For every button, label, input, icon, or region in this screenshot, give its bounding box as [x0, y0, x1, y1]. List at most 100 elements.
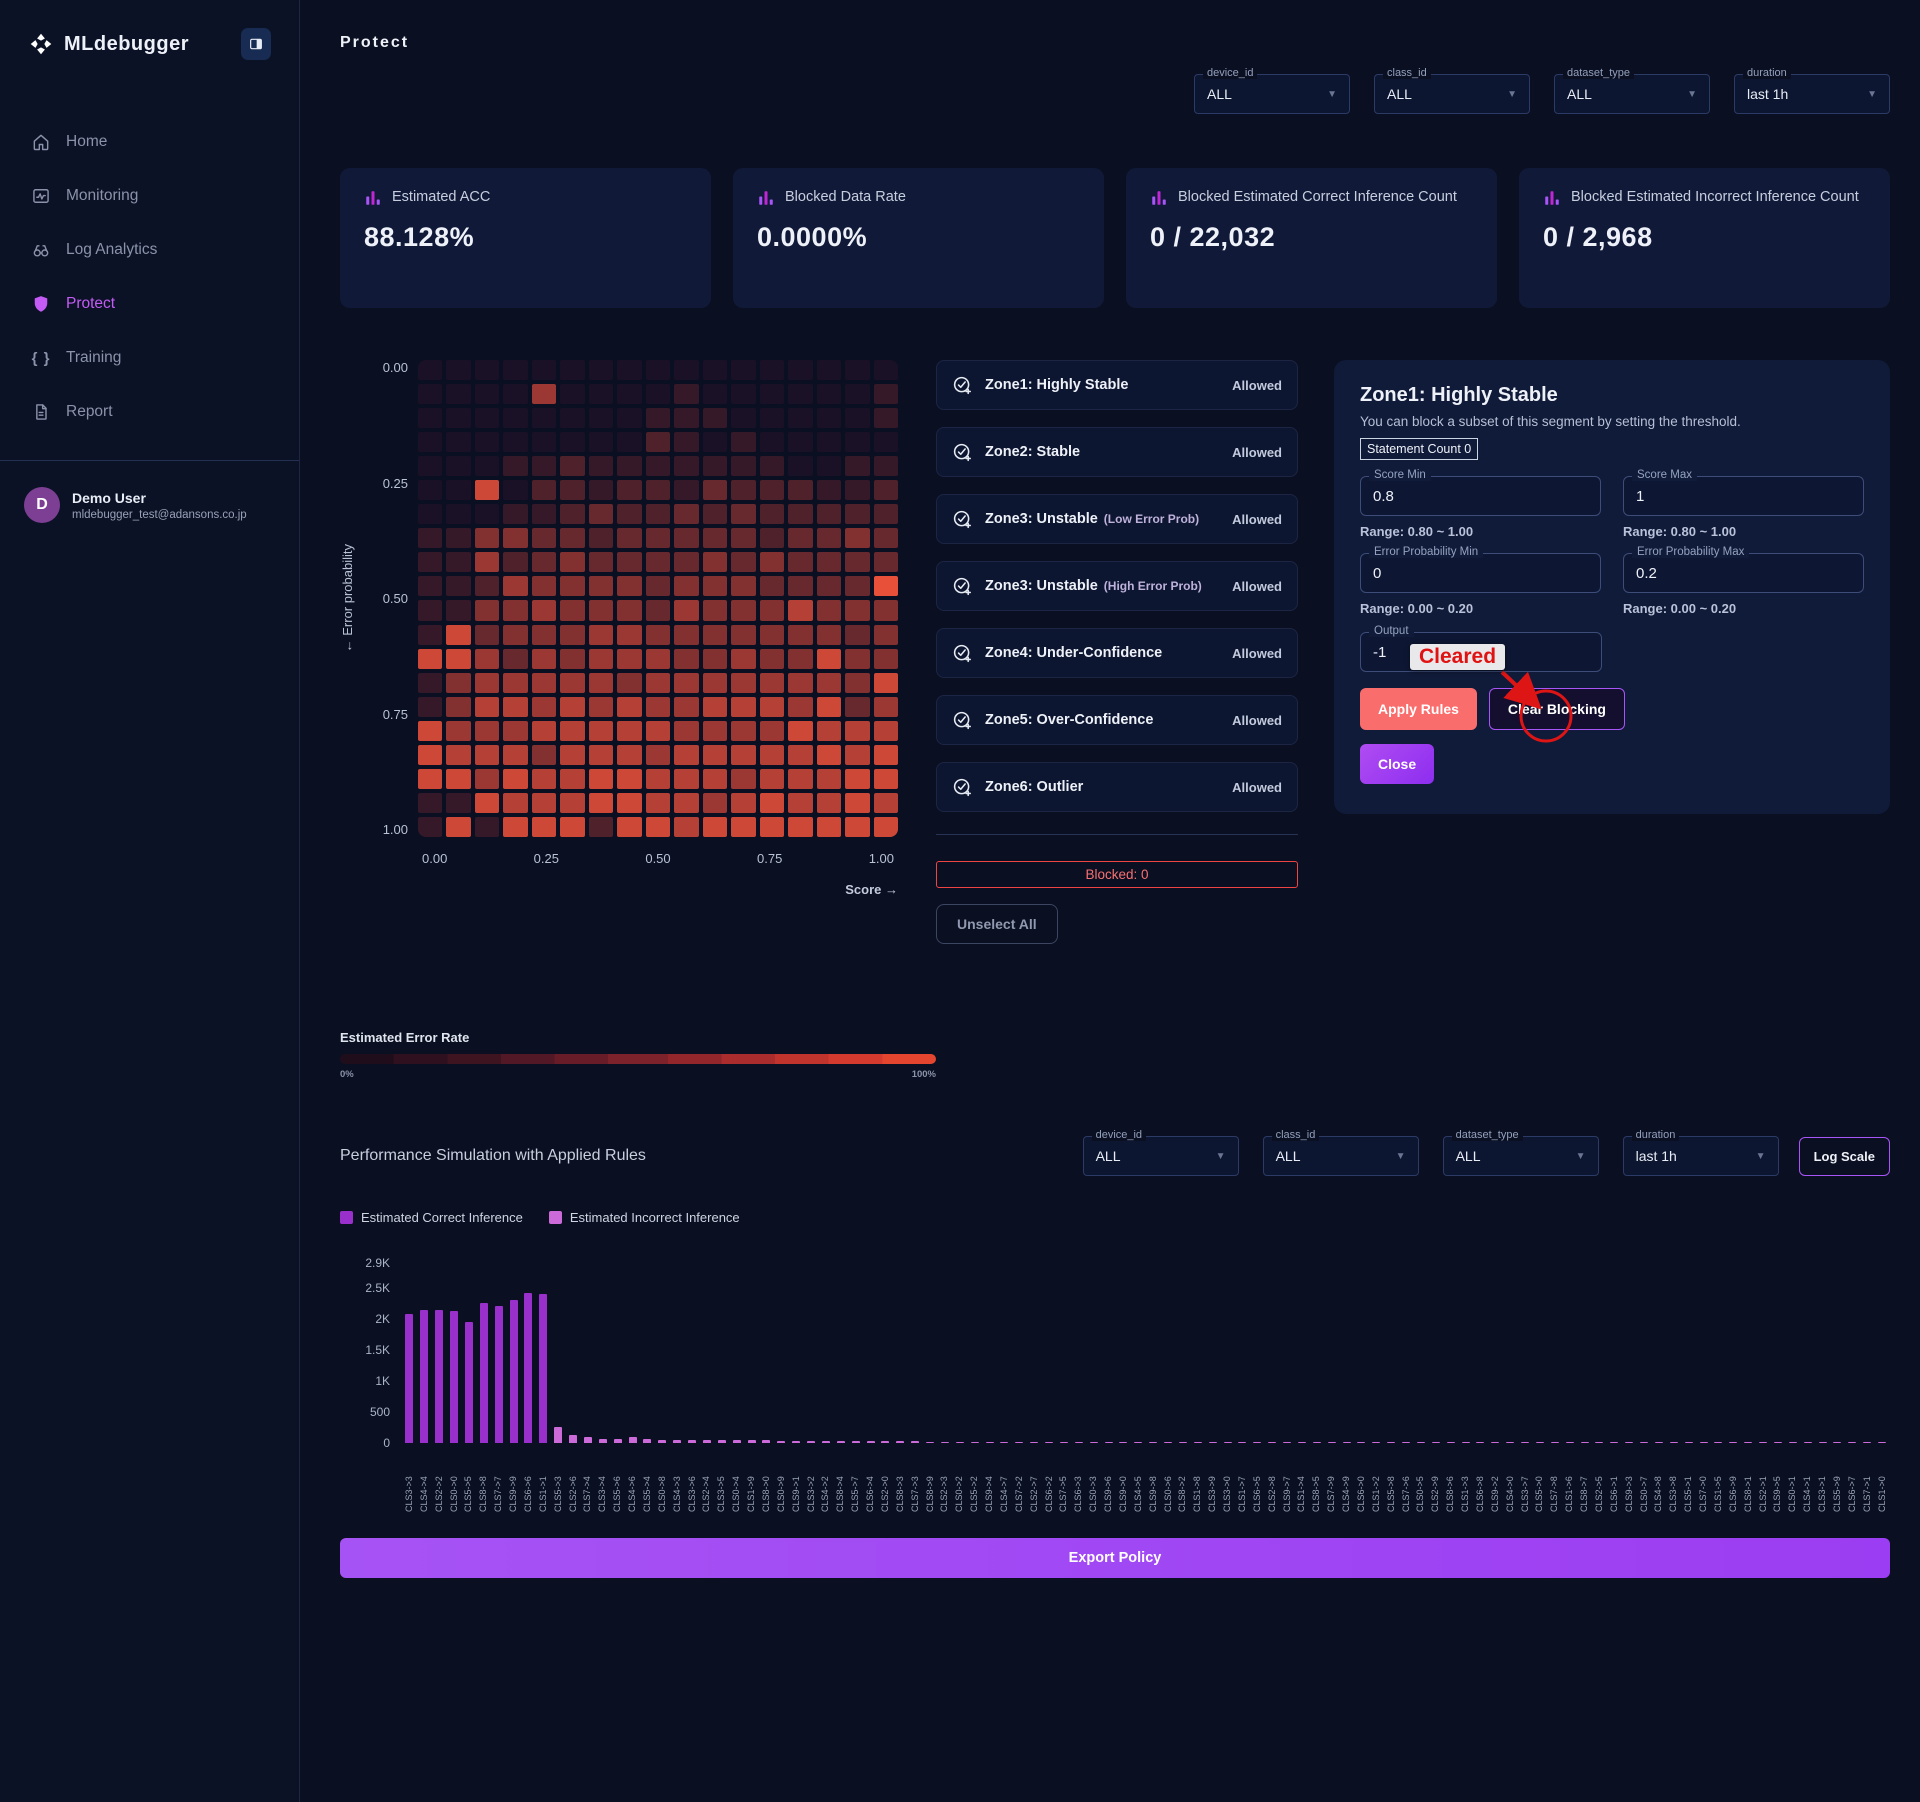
heatmap-cell	[645, 480, 671, 501]
filter-device_id[interactable]: device_id ALL ▼	[1194, 67, 1350, 114]
bar	[1149, 1442, 1158, 1443]
filter-value: ALL	[1567, 86, 1592, 102]
chart-y-tick: 2.5K	[365, 1280, 390, 1295]
sidebar-item-report[interactable]: Report	[18, 390, 281, 434]
heatmap-cell	[702, 456, 728, 477]
bar	[583, 1436, 592, 1443]
heatmap-cell	[845, 648, 870, 669]
heatmap-cell	[446, 384, 471, 405]
threshold-input[interactable]: Score Min 0.8	[1360, 469, 1601, 516]
bar	[1431, 1442, 1440, 1443]
bar-x-label: CLS8->5	[1311, 1476, 1322, 1512]
heatmap-cell	[446, 576, 471, 597]
output-input[interactable]: Output -1	[1360, 625, 1602, 672]
heatmap-cell	[645, 504, 671, 525]
zone-row-5[interactable]: Zone4: Under-Confidence Allowed	[936, 628, 1298, 678]
sidebar-item-log-analytics[interactable]: Log Analytics	[18, 228, 281, 272]
bar	[866, 1441, 875, 1443]
heatmap-cell	[617, 744, 642, 765]
filter-duration[interactable]: duration last 1h ▼	[1622, 1129, 1779, 1176]
sidebar-item-training[interactable]: { } Training	[18, 336, 281, 380]
heatmap-cell	[788, 672, 813, 693]
bar	[1580, 1442, 1589, 1443]
bar-x-label: CLS1->8	[1192, 1476, 1203, 1512]
bar	[777, 1440, 786, 1443]
heatmap-cell	[674, 576, 699, 597]
heatmap-cell	[503, 504, 528, 525]
threshold-input[interactable]: Error Probability Min 0	[1360, 546, 1601, 593]
bar	[1000, 1441, 1009, 1443]
heatmap-cell	[474, 408, 500, 429]
filter-dataset_type[interactable]: dataset_type ALL ▼	[1554, 67, 1710, 114]
zone-name: Zone2: Stable	[985, 444, 1081, 460]
bar-x-label: CLS3->8	[1668, 1476, 1679, 1512]
zone-row-3[interactable]: Zone3: Unstable (Low Error Prob) Allowed	[936, 494, 1298, 544]
sidebar-toggle-button[interactable]	[241, 28, 271, 60]
bar	[747, 1440, 756, 1443]
filter-device_id[interactable]: device_id ALL ▼	[1082, 1129, 1239, 1176]
zone-row-4[interactable]: Zone3: Unstable (High Error Prob) Allowe…	[936, 561, 1298, 611]
heatmap-cell	[674, 624, 699, 645]
clear-blocking-button[interactable]: Clear Blocking	[1488, 688, 1625, 730]
heatmap-cell	[845, 408, 870, 429]
heatmap-cell	[446, 768, 471, 789]
export-policy-button[interactable]: Export Policy	[340, 1538, 1890, 1578]
heatmap-cell	[731, 816, 756, 837]
output-field: Output -1	[1360, 625, 1602, 672]
heatmap-cell	[531, 504, 557, 525]
field-range: Range: 0.80 ~ 1.00	[1623, 524, 1737, 539]
heatmap-cell	[873, 576, 898, 597]
threshold-input[interactable]: Error Probability Max 0.2	[1623, 546, 1864, 593]
bar	[524, 1292, 533, 1443]
zone-row-2[interactable]: Zone2: Stable Allowed	[936, 427, 1298, 477]
brand-name: MLdebugger	[64, 32, 189, 55]
filter-class_id[interactable]: class_id ALL ▼	[1374, 67, 1530, 114]
bar-x-label: CLS8->4	[835, 1476, 846, 1512]
zone-row-7[interactable]: Zone6: Outlier Allowed	[936, 762, 1298, 812]
heatmap-cell	[617, 672, 642, 693]
heatmap-cell	[759, 696, 785, 717]
chart-y-tick: 1.5K	[365, 1342, 390, 1357]
sidebar-item-home[interactable]: Home	[18, 120, 281, 164]
zone-row-6[interactable]: Zone5: Over-Confidence Allowed	[936, 695, 1298, 745]
heatmap-x-tick: 1.00	[868, 851, 894, 866]
heatmap-cell	[560, 384, 585, 405]
close-button[interactable]: Close	[1360, 744, 1435, 784]
heatmap-cell	[645, 816, 671, 837]
bar	[792, 1440, 801, 1443]
sidebar: MLdebugger Home Monitoring Log Analytics…	[0, 0, 300, 1802]
log-scale-button[interactable]: Log Scale	[1798, 1136, 1890, 1176]
heatmap-cell	[446, 432, 471, 453]
heatmap-cell	[845, 360, 870, 381]
unselect-all-button[interactable]: Unselect All	[936, 904, 1058, 944]
heatmap-cell	[702, 648, 728, 669]
bar-x-label: CLS1->0	[1876, 1476, 1887, 1512]
threshold-input[interactable]: Score Max 1	[1623, 469, 1864, 516]
heatmap-cell	[560, 672, 585, 693]
zone-row-1[interactable]: Zone1: Highly Stable Allowed	[936, 360, 1298, 410]
stat-card-value: 88.128%	[364, 221, 475, 252]
simulation-controls: device_id ALL ▼ class_id ALL ▼ dataset_t…	[1082, 1129, 1890, 1176]
simulation-section: Performance Simulation with Applied Rule…	[340, 1129, 1890, 1512]
blocked-count-indicator: Blocked: 0	[936, 861, 1298, 888]
sidebar-item-monitoring[interactable]: Monitoring	[18, 174, 281, 218]
heatmap-cell	[845, 672, 870, 693]
protect-middle-section: ← Error probability 0.00 0.25 0.50 0.75 1.00…	[340, 360, 1890, 944]
bar	[1446, 1442, 1455, 1443]
sidebar-item-protect[interactable]: Protect	[18, 282, 281, 326]
heatmap-cell	[759, 504, 785, 525]
bar	[1178, 1442, 1187, 1443]
threshold-fields: Score Min 0.8 Range: 0.80 ~ 1.00 Score M…	[1360, 469, 1864, 616]
bar	[1104, 1442, 1113, 1443]
heatmap-cell	[759, 648, 785, 669]
bar	[569, 1435, 578, 1443]
heatmap-cell	[531, 624, 557, 645]
stat-card-label: Blocked Estimated Incorrect Inference Co…	[1571, 189, 1859, 205]
filter-class_id[interactable]: class_id ALL ▼	[1262, 1129, 1419, 1176]
apply-rules-button[interactable]: Apply Rules	[1360, 688, 1477, 730]
field-value: 0.8	[1373, 487, 1394, 505]
heatmap-cell	[503, 432, 528, 453]
filter-dataset_type[interactable]: dataset_type ALL ▼	[1442, 1129, 1599, 1176]
filter-duration[interactable]: duration last 1h ▼	[1734, 67, 1890, 114]
heatmap-cell	[588, 672, 614, 693]
